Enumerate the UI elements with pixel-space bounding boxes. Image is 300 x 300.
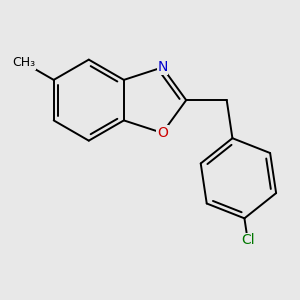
Text: O: O <box>157 126 168 140</box>
Text: Cl: Cl <box>241 233 255 248</box>
Text: N: N <box>157 60 168 74</box>
Text: CH₃: CH₃ <box>12 56 35 69</box>
